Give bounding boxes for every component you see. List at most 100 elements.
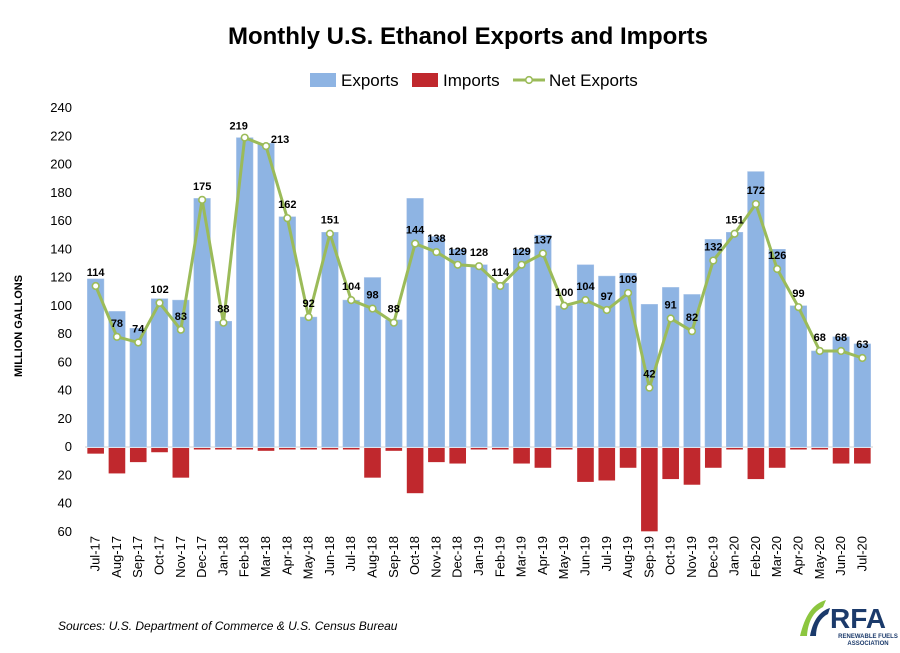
x-tick-label: Feb-20 [748,536,763,577]
export-bar [150,298,169,448]
export-bar [576,264,595,448]
import-bar [811,448,829,450]
export-bar [172,299,190,448]
net-exports-point [645,383,654,392]
legend-swatch-exports [310,73,336,87]
export-bar [87,278,105,448]
net-exports-data-label: 219 [230,121,248,133]
net-exports-point [155,298,164,308]
net-exports-data-label: 175 [193,181,211,193]
import-bar [704,448,722,468]
x-tick-label: Dec-18 [450,536,465,578]
net-exports-point [453,260,462,269]
import-bar [534,448,552,468]
net-exports-point [794,303,803,312]
x-tick-label: Apr-18 [279,536,294,575]
import-bar [768,448,786,468]
net-exports-point [283,214,292,223]
net-exports-point [411,239,420,248]
logo-subtitle-1: RENEWABLE FUELS [838,634,898,640]
x-tick-label: Feb-19 [492,536,507,577]
net-exports-point [198,195,207,204]
import-bar [662,448,679,480]
logo-wordmark: RFA [830,603,886,634]
y-tick-label: 100 [50,298,72,313]
legend-label-net-exports: Net Exports [549,71,638,90]
import-bar [513,448,530,464]
y-tick-label: 220 [50,128,72,143]
net-exports-data-label: 104 [342,281,361,293]
import-bar [619,448,637,468]
import-bar [683,448,701,485]
x-tick-label: Jan-19 [471,536,486,576]
y-tick-label: 180 [50,185,72,200]
net-exports-data-label: 144 [406,225,425,237]
net-exports-point [602,305,611,315]
export-bar [214,321,232,448]
net-exports-point [432,247,441,257]
x-tick-label: Jun-19 [577,536,592,576]
net-exports-point [730,229,739,238]
y-tick-label: 60 [58,354,72,369]
net-exports-data-label: 74 [132,323,145,335]
legend: Exports Imports Net Exports [310,71,638,90]
export-bar [470,264,488,448]
y-tick-label: 240 [50,100,72,115]
x-tick-label: Apr-19 [535,536,550,575]
net-exports-point [666,314,675,323]
export-bar [640,304,658,448]
x-axis: Jul-17 Aug-17 Sep-17 Oct-17 Nov-17 Dec-17 Jan-… [88,536,870,579]
x-tick-label: Aug-18 [365,536,380,578]
import-bar [726,448,743,450]
net-exports-data-label: 129 [512,246,530,258]
export-bar [683,294,701,448]
x-tick-label: Feb-18 [237,536,252,577]
x-tick-label: Jun-18 [322,536,337,576]
x-tick-label: Mar-18 [258,536,273,577]
x-tick-label: Jul-18 [343,536,358,571]
import-bar [641,448,658,532]
rfa-logo: RFA RENEWABLE FUELS ASSOCIATION [800,600,898,647]
logo-leaf-icon [800,600,826,636]
net-exports-data-label: 78 [111,318,123,330]
import-bar [491,448,509,450]
net-exports-data-label: 128 [470,247,488,259]
net-exports-data-label: 99 [792,288,804,300]
export-bar [321,232,339,448]
net-exports-data-label: 42 [643,369,655,381]
import-bar [321,448,339,450]
export-bar [598,275,616,448]
x-tick-label: May-18 [301,536,316,579]
net-exports-point [176,325,185,334]
x-tick-label: Mar-20 [769,536,784,577]
export-bar [853,343,871,448]
export-bar [385,319,403,448]
net-exports-data-label: 137 [534,234,552,246]
net-exports-data-label: 92 [302,298,314,310]
net-exports-point [751,199,760,209]
net-exports-data-label: 172 [747,185,765,197]
x-tick-label: Nov-19 [684,536,699,578]
x-tick-label: Apr-20 [790,536,805,575]
legend-swatch-imports [412,73,438,87]
import-bar [364,448,381,478]
net-exports-data-label: 114 [87,267,106,279]
x-tick-label: Sep-17 [130,536,145,578]
import-bar [598,448,616,481]
import-bar [151,448,168,453]
x-tick-label: Jan-20 [727,536,742,576]
net-exports-point [134,338,143,347]
x-tick-label: Nov-18 [428,536,443,578]
net-exports-point [538,249,547,258]
import-bar [832,448,850,464]
net-exports-data-label: 151 [725,215,743,227]
y-tick-label: 120 [50,270,72,285]
x-tick-label: Oct-17 [152,536,167,575]
legend-marker-net-exports [524,75,534,85]
export-bar [300,316,318,448]
x-tick-label: Mar-19 [514,536,529,577]
net-exports-point [496,281,505,291]
net-exports-point [815,346,824,356]
net-exports-data-label: 213 [271,134,289,146]
